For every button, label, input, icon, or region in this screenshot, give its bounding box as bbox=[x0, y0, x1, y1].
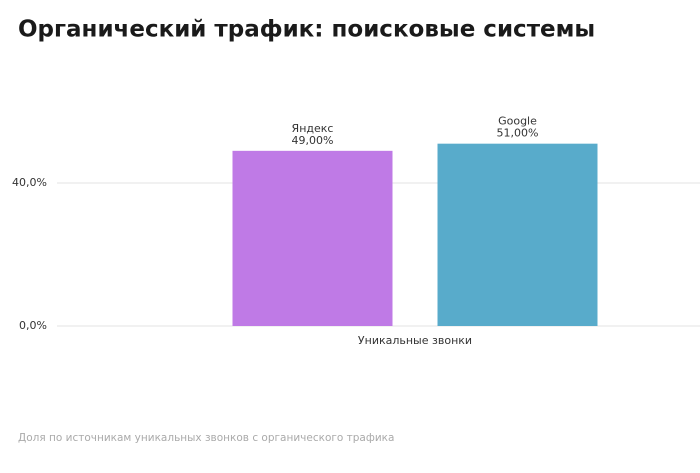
value-label: 51,00% bbox=[497, 127, 539, 140]
chart-caption: Доля по источникам уникальных звонков с … bbox=[18, 432, 394, 444]
chart-title: Органический трафик: поисковые системы bbox=[18, 17, 595, 43]
series-label: Google bbox=[498, 115, 537, 128]
y-tick-label: 40,0% bbox=[12, 176, 47, 189]
bar bbox=[437, 143, 598, 326]
x-tick-label: Уникальные звонки bbox=[358, 334, 472, 347]
value-label: 49,00% bbox=[292, 134, 334, 147]
bar bbox=[232, 150, 393, 326]
y-tick-label: 0,0% bbox=[19, 319, 47, 332]
series-label: Яндекс bbox=[292, 122, 334, 135]
